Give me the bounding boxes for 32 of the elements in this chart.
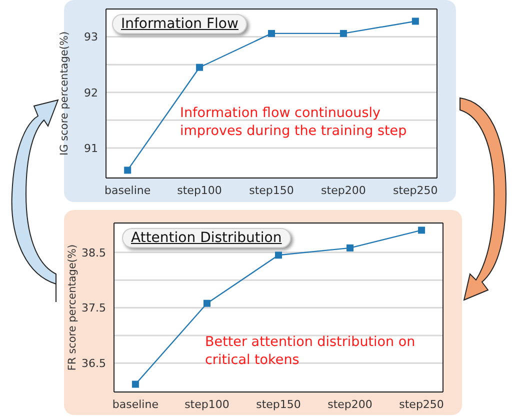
y-tick-label: 91 [84, 142, 98, 155]
y-axis-title: IG score percentage(%) [58, 31, 71, 156]
annotation: Better attention distribution on critical tokens [205, 333, 416, 369]
x-tick-label: baseline [104, 184, 151, 197]
point [412, 18, 419, 25]
x-tick-label: step100 [177, 184, 222, 197]
x-tick-label: step250 [399, 398, 444, 411]
point [418, 226, 426, 234]
x-tick-label: step150 [256, 398, 301, 411]
x-tick-label: baseline [112, 398, 159, 411]
point [340, 30, 347, 37]
text: Attention Distribution [122, 228, 291, 248]
point [203, 300, 210, 307]
y-tick-label: 93 [84, 30, 98, 44]
x-tick-label: step100 [184, 398, 230, 411]
annotation: Information flow continuously improves during the training step [180, 104, 408, 140]
point [275, 252, 282, 259]
point [124, 166, 132, 174]
y-tick-label: 37.5 [82, 302, 106, 315]
y-tick-label: 36.5 [82, 357, 106, 370]
point [132, 380, 139, 388]
x-tick-label: step200 [328, 398, 372, 411]
point [268, 30, 275, 37]
y-tick-label: 38.5 [82, 246, 106, 260]
text: Information Flow [112, 14, 248, 34]
x-tick-label: step200 [321, 184, 366, 197]
point [196, 64, 204, 71]
point [346, 244, 354, 252]
x-tick-label: step150 [249, 184, 294, 197]
y-tick-label: 92 [84, 86, 98, 100]
x-tick-label: step250 [393, 184, 438, 197]
y-axis-title: FR score percentage(%) [66, 244, 79, 371]
